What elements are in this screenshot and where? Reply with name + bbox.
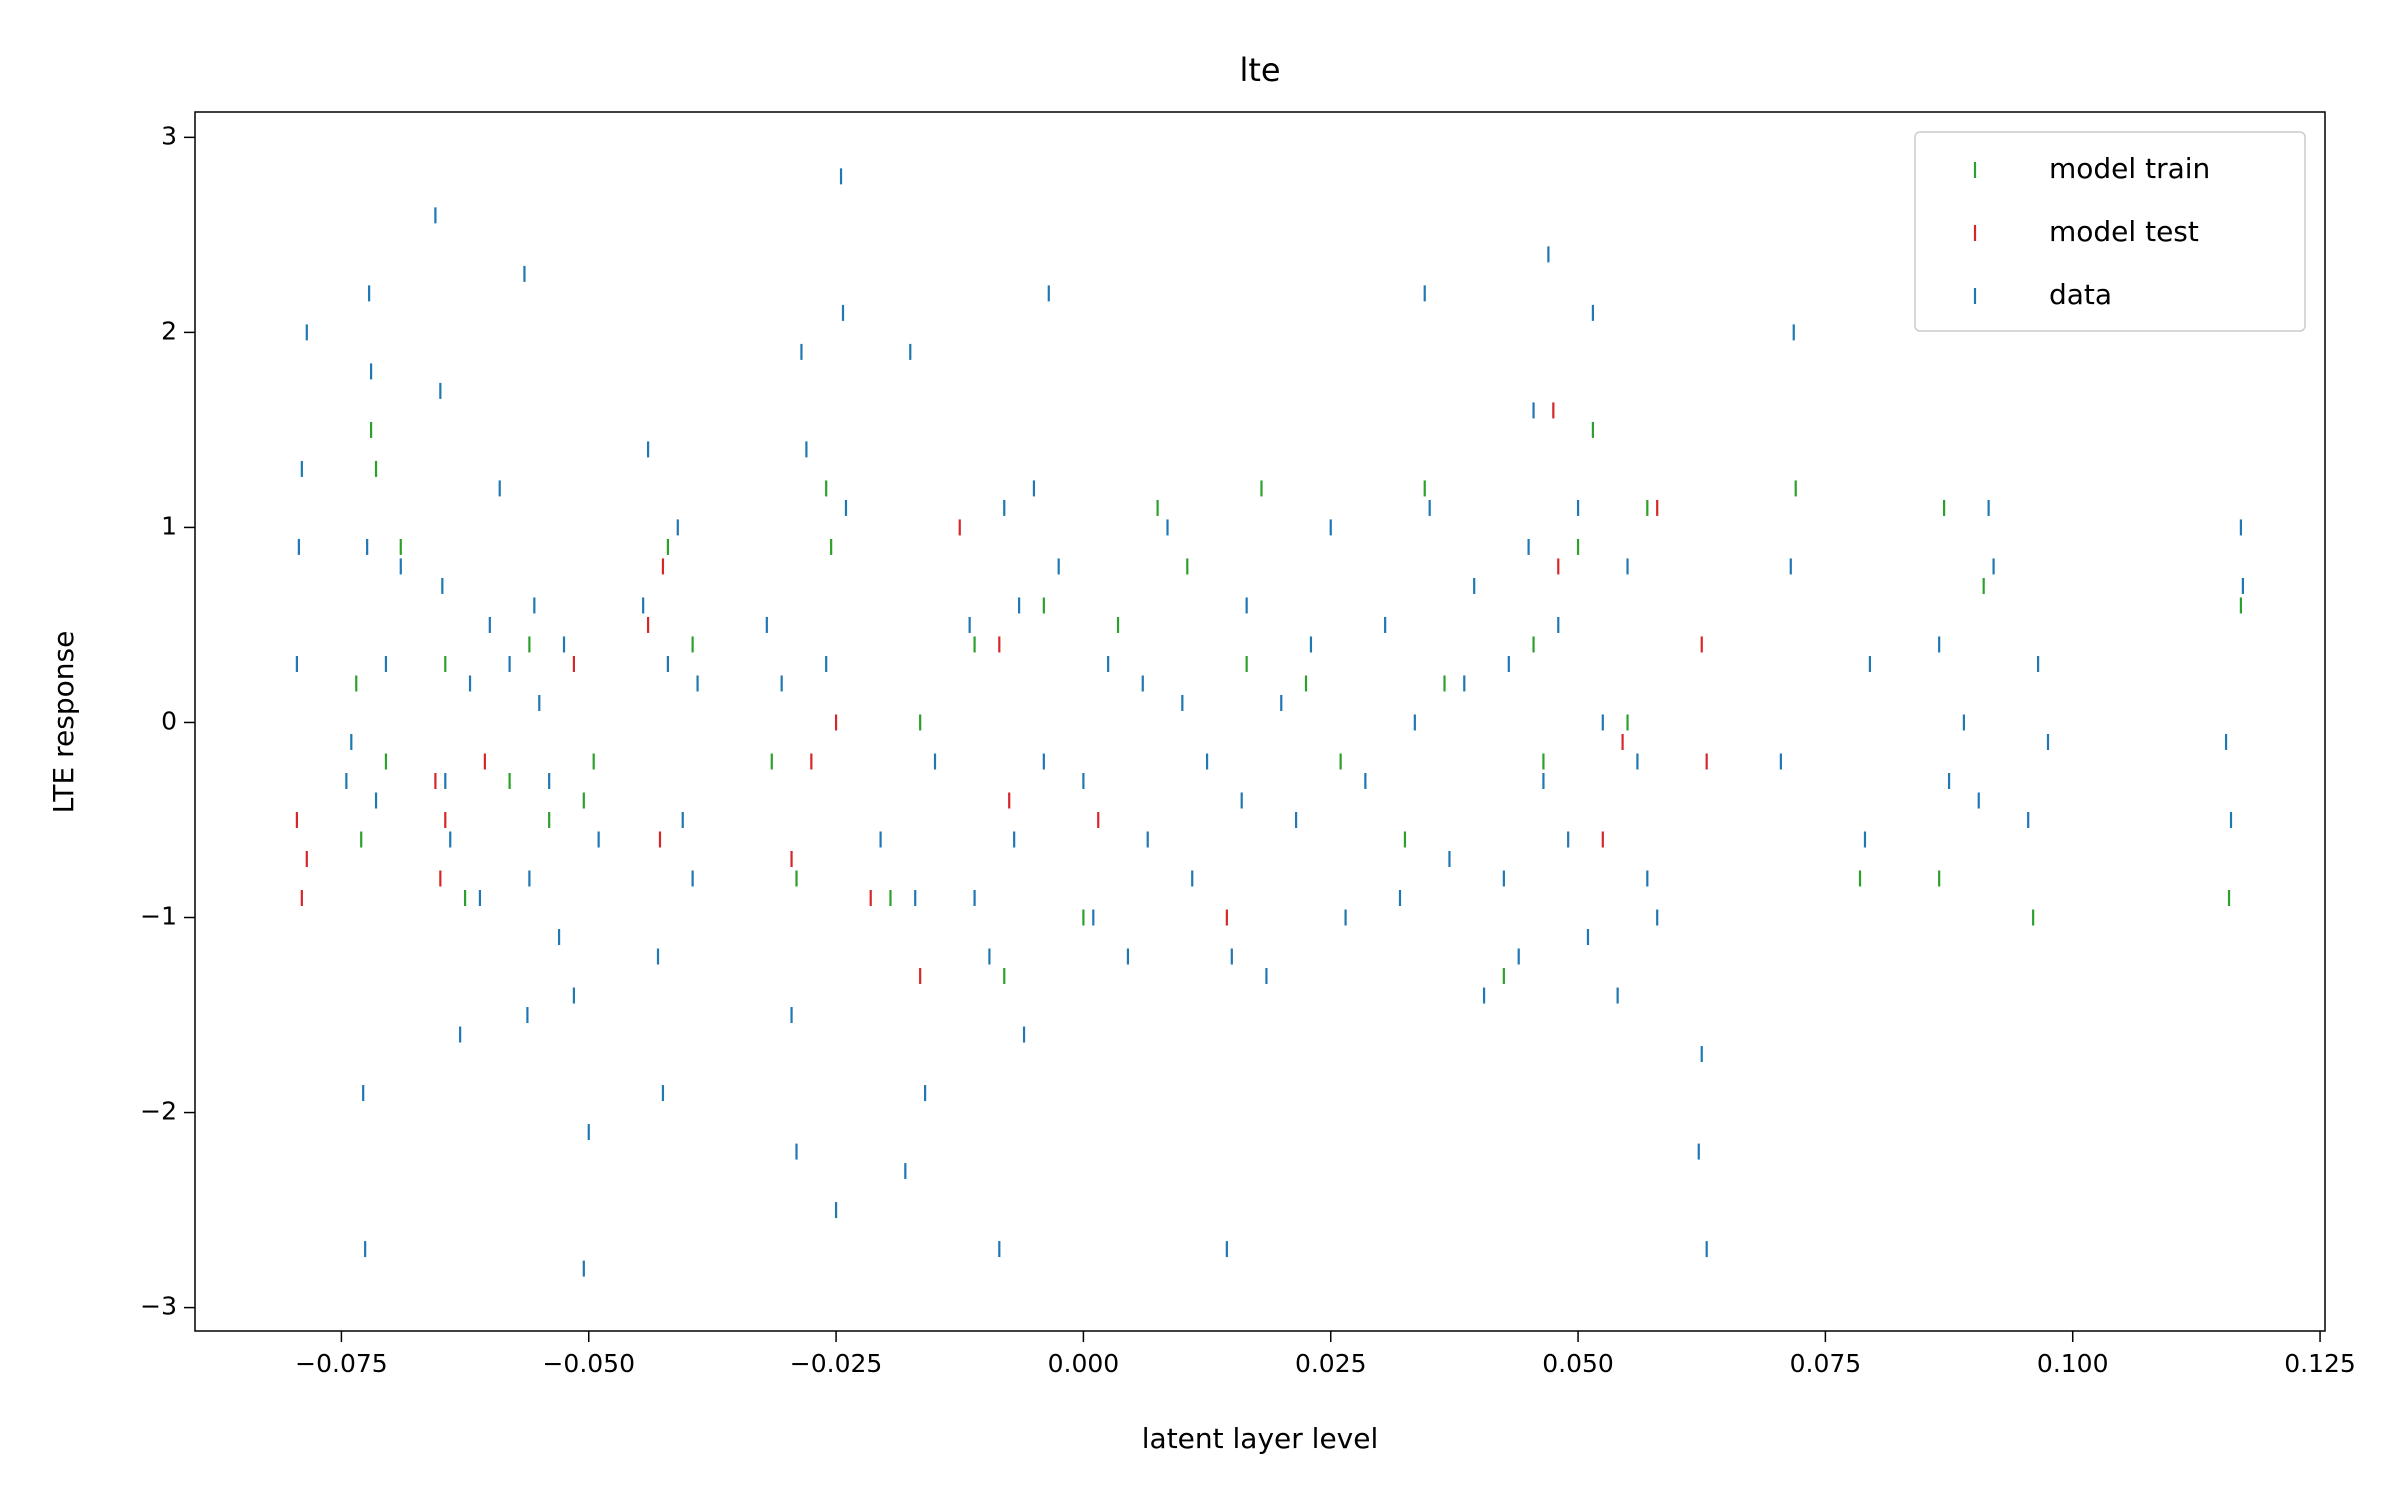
x-tick-label: −0.050 bbox=[542, 1349, 635, 1378]
y-tick-label: 1 bbox=[161, 511, 177, 540]
y-axis-label: LTE response bbox=[47, 631, 80, 814]
legend-label: model test bbox=[2049, 215, 2199, 248]
x-tick-label: −0.075 bbox=[295, 1349, 388, 1378]
y-tick-label: −1 bbox=[140, 902, 177, 931]
y-tick-label: 3 bbox=[161, 121, 177, 150]
plot-frame bbox=[194, 111, 2326, 1332]
legend-label: data bbox=[2049, 278, 2112, 311]
y-tick-label: 0 bbox=[161, 706, 177, 735]
legend-label: model train bbox=[2049, 152, 2210, 185]
x-tick-label: 0.075 bbox=[1790, 1349, 1862, 1378]
y-tick-label: −2 bbox=[140, 1097, 177, 1126]
plot-marks bbox=[295, 168, 2244, 1277]
x-tick-label: 0.000 bbox=[1048, 1349, 1120, 1378]
chart-title: lte bbox=[1239, 51, 1280, 89]
y-tick-label: 2 bbox=[161, 316, 177, 345]
x-tick-label: −0.025 bbox=[790, 1349, 883, 1378]
legend-box bbox=[1914, 131, 2306, 332]
x-tick-label: 0.050 bbox=[1542, 1349, 1614, 1378]
x-tick-label: 0.100 bbox=[2037, 1349, 2109, 1378]
y-tick-label: −3 bbox=[140, 1292, 177, 1321]
x-tick-label: 0.125 bbox=[2284, 1349, 2356, 1378]
x-axis-label: latent layer level bbox=[1142, 1422, 1379, 1455]
legend: model train model test data bbox=[1914, 131, 2306, 332]
x-tick-label: 0.025 bbox=[1295, 1349, 1367, 1378]
